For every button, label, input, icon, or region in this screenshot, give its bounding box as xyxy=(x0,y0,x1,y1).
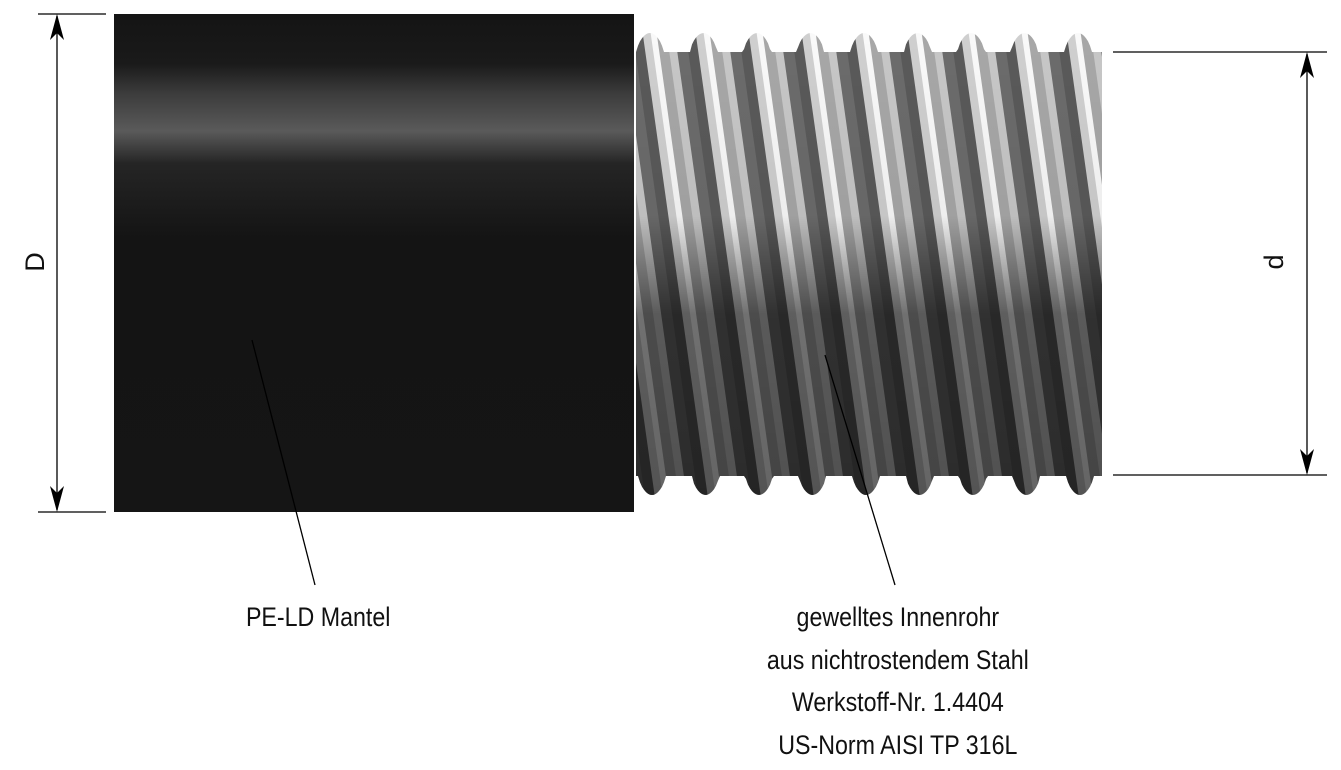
jacket-leader-line xyxy=(251,339,316,586)
arrow-down-icon xyxy=(1300,449,1314,475)
jacket-label: PE-LD Mantel xyxy=(246,602,390,632)
arrow-down-icon xyxy=(50,486,64,512)
inner-pipe-label-line: gewelltes Innenrohr xyxy=(797,602,1000,632)
corrugated-steel-pipe xyxy=(636,33,1102,495)
inner-pipe-label-line: aus nichtrostendem Stahl xyxy=(767,645,1029,675)
inner-pipe-label-line: Werkstoff-Nr. 1.4404 xyxy=(792,687,1004,717)
outer-diameter-label: D xyxy=(20,252,50,272)
arrow-up-icon xyxy=(50,14,64,40)
inner-diameter-label: d xyxy=(1259,254,1289,269)
inner-pipe-leader-line xyxy=(824,354,896,586)
arrow-up-icon xyxy=(1300,52,1314,78)
inner-pipe-label-line: US-Norm AISI TP 316L xyxy=(778,730,1017,760)
pe-ld-jacket xyxy=(114,14,634,512)
